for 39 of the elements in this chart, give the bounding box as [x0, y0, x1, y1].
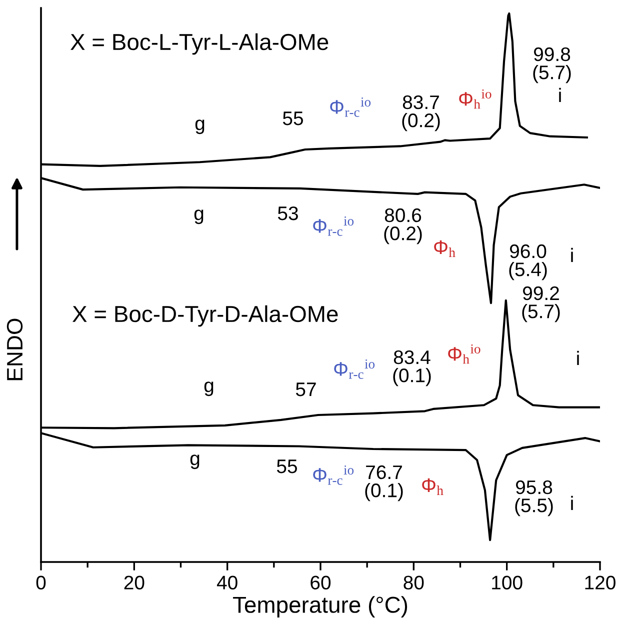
- annotation: 57: [296, 382, 316, 396]
- annotation: 76.7 (0.1): [365, 465, 403, 502]
- annotation: 55: [282, 112, 303, 126]
- annotation: 55: [276, 460, 297, 474]
- annotation: 80.6 (0.2): [384, 208, 422, 244]
- annotation: 95.8 (5.5): [515, 480, 553, 516]
- annotation: i: [571, 496, 573, 510]
- annotation: g: [204, 382, 214, 396]
- x-axis-title: Temperature (°C): [233, 596, 408, 618]
- annotation: 99.8 (5.7): [533, 47, 571, 84]
- x-tick-label: 120: [585, 576, 616, 590]
- annotation: g: [194, 210, 204, 224]
- annotation: 99.2 (5.7): [522, 286, 560, 322]
- annotation: 53: [278, 206, 298, 220]
- annotation: Φ$_{h}$$^{io}$: [448, 344, 480, 364]
- annotation: X = Boc-L-Tyr-L-Ala-OMe: [70, 33, 328, 55]
- annotation: Φ$_{h}$: [434, 240, 456, 257]
- annotation: 83.4 (0.1): [393, 350, 431, 386]
- annotation: i: [571, 248, 573, 262]
- annotation: g: [195, 120, 204, 134]
- annotation: Φ$_{r-c}$$^{io}$: [334, 359, 375, 379]
- annotation: 83.7 (0.2): [402, 95, 440, 132]
- annotation: Φ$_{h}$: [422, 478, 444, 495]
- annotation: Φ$_{r-c}$$^{io}$: [330, 97, 371, 117]
- annotation: Φ$_{h}$$^{io}$: [459, 89, 492, 109]
- annotation: X = Boc-D-Tyr-D-Ala-OMe: [72, 305, 338, 327]
- annotation: g: [190, 454, 200, 470]
- y-axis-title: ENDO: [6, 318, 23, 380]
- annotation: i: [559, 88, 561, 102]
- x-tick-label: 60: [310, 576, 331, 590]
- x-tick-label: 80: [404, 576, 424, 590]
- x-tick-label: 100: [492, 576, 522, 590]
- x-tick-label: 0: [36, 576, 46, 590]
- annotation: i: [577, 350, 579, 366]
- x-tick-label: 20: [124, 576, 144, 590]
- annotation: Φ$_{r-c}$$^{io}$: [313, 465, 354, 485]
- x-tick-label: 40: [216, 576, 238, 590]
- annotation: 96.0 (5.4): [509, 244, 547, 280]
- annotation: Φ$_{r-c}$$^{io}$: [313, 216, 354, 236]
